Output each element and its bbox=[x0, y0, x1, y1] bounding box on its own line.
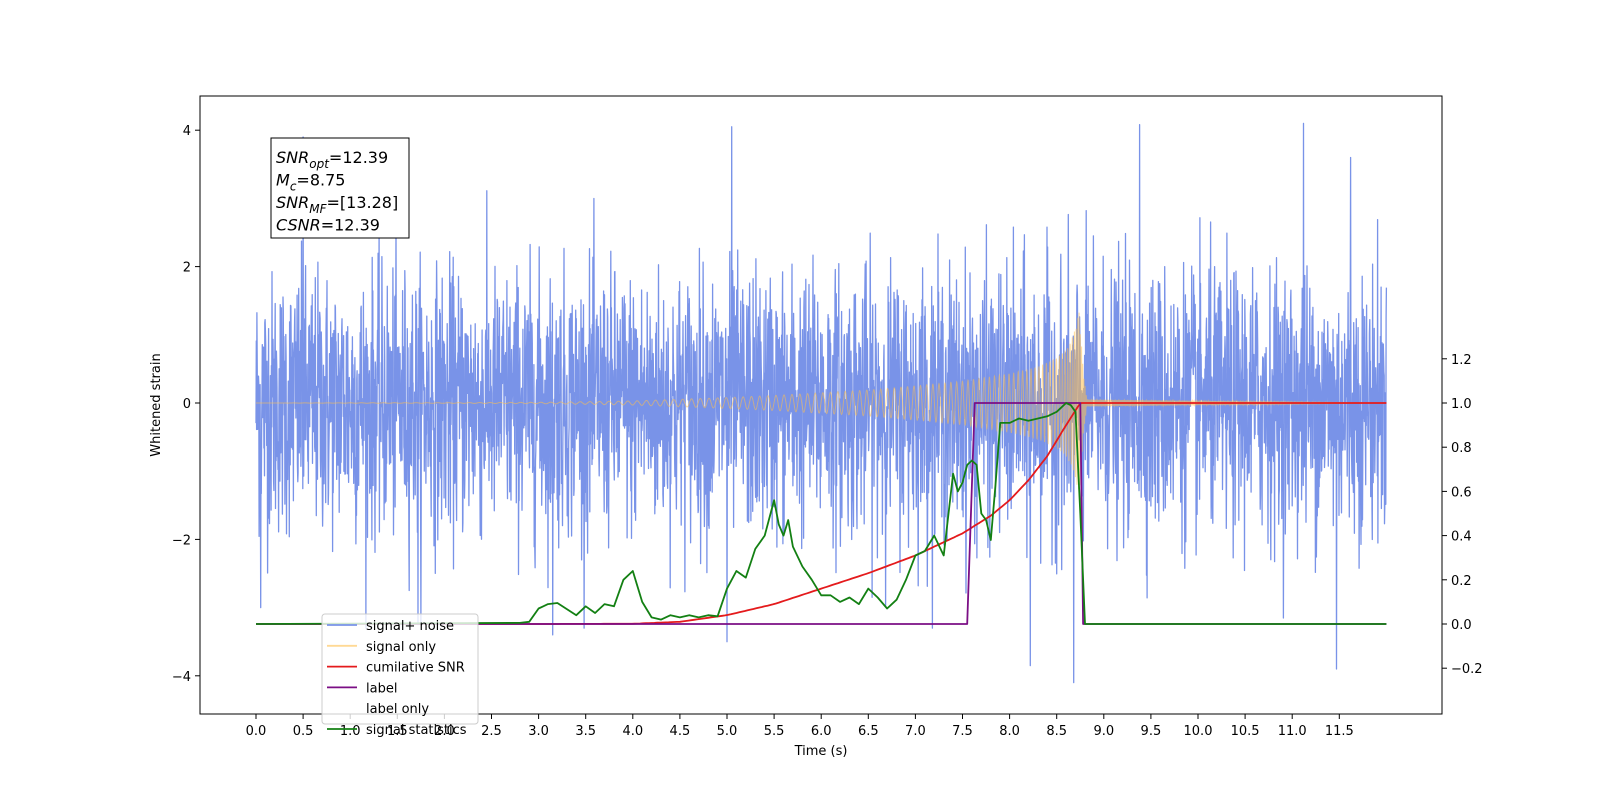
x-tick-label: 6.5 bbox=[858, 724, 879, 739]
info-box-frame bbox=[270, 137, 410, 239]
y-tick-label-right: 0.6 bbox=[1451, 485, 1472, 500]
x-axis: 0.0 0.5 1.0 1.5 2.0 2.5 3.0 3.5 4.0 4.5 5.0 5.5 6.0 6… bbox=[246, 714, 1354, 739]
x-tick-label: 4.5 bbox=[670, 724, 691, 739]
x-tick-label: 0.0 bbox=[246, 724, 267, 739]
x-tick-label: 2.5 bbox=[481, 724, 502, 739]
x-tick-label: 9.5 bbox=[1141, 724, 1162, 739]
y-tick-label-left: −4 bbox=[172, 670, 191, 685]
y-tick-label-left: −2 bbox=[172, 533, 191, 548]
x-tick-label: 11.5 bbox=[1325, 724, 1354, 739]
x-tick-label: 6.0 bbox=[811, 724, 832, 739]
x-tick-label: 8.5 bbox=[1046, 724, 1067, 739]
info-line: SNRopt=12.39 bbox=[276, 148, 388, 171]
x-tick-label: 5.5 bbox=[764, 724, 785, 739]
x-tick-label: 10.5 bbox=[1231, 724, 1260, 739]
series-signal-only bbox=[256, 312, 1387, 490]
y-axis-right: 1.2 1.0 0.8 0.6 0.4 0.2 0.0 −0.2 bbox=[1442, 353, 1483, 677]
x-tick-label: 8.0 bbox=[999, 724, 1020, 739]
legend-entry: signal+ noise bbox=[366, 619, 454, 634]
x-tick-label: 10.0 bbox=[1184, 724, 1213, 739]
legend-frame bbox=[321, 613, 479, 725]
legend-entry: signal statistics bbox=[366, 723, 467, 738]
y-tick-label-right: 0.8 bbox=[1451, 441, 1472, 456]
legend-entry: signal only bbox=[366, 640, 436, 655]
x-tick-label: 0.5 bbox=[293, 724, 314, 739]
legend: signal+ noise signal only cumilative SNR la… bbox=[321, 613, 479, 738]
x-tick-label: 7.0 bbox=[905, 724, 926, 739]
info-line: CSNR=12.39 bbox=[276, 216, 380, 235]
y-tick-label-right: 0.2 bbox=[1451, 574, 1472, 589]
info-box: SNRopt=12.39Mc=8.75SNRMF=[13.28]CSNR=12.… bbox=[270, 137, 410, 239]
x-tick-label: 9.0 bbox=[1093, 724, 1114, 739]
x-tick-label: 11.0 bbox=[1278, 724, 1307, 739]
legend-entry: cumilative SNR bbox=[366, 661, 465, 676]
y-tick-label-left: 4 bbox=[183, 124, 191, 139]
y-tick-label-right: 0.0 bbox=[1451, 618, 1472, 633]
x-tick-label: 7.5 bbox=[952, 724, 973, 739]
x-tick-label: 1.5 bbox=[387, 724, 408, 739]
y-tick-label-left: 0 bbox=[183, 397, 191, 412]
x-tick-label: 3.5 bbox=[575, 724, 596, 739]
y-tick-label-left: 2 bbox=[183, 261, 191, 276]
series-signal-noise bbox=[255, 122, 1388, 684]
legend-entry: label bbox=[366, 681, 397, 696]
x-tick-label: 3.0 bbox=[528, 724, 549, 739]
y-axis-label: Whitened strain bbox=[149, 353, 164, 456]
y-tick-label-right: −0.2 bbox=[1451, 662, 1483, 677]
info-line: SNRMF=[13.28] bbox=[276, 193, 398, 216]
x-tick-label: 5.0 bbox=[717, 724, 738, 739]
y-tick-label-right: 0.4 bbox=[1451, 530, 1472, 545]
y-tick-label-right: 1.2 bbox=[1451, 353, 1472, 368]
series-signal-statistics bbox=[255, 402, 1387, 625]
legend-entry: label only bbox=[366, 702, 429, 717]
info-line: Mc=8.75 bbox=[276, 171, 345, 194]
x-tick-label: 1.0 bbox=[340, 724, 361, 739]
y-tick-label-right: 1.0 bbox=[1451, 397, 1472, 412]
x-axis-label: Time (s) bbox=[794, 744, 848, 759]
x-tick-label: 2.0 bbox=[434, 724, 455, 739]
x-tick-label: 4.0 bbox=[622, 724, 643, 739]
y-axis-left: 4 2 0 −2 −4 bbox=[172, 124, 200, 685]
